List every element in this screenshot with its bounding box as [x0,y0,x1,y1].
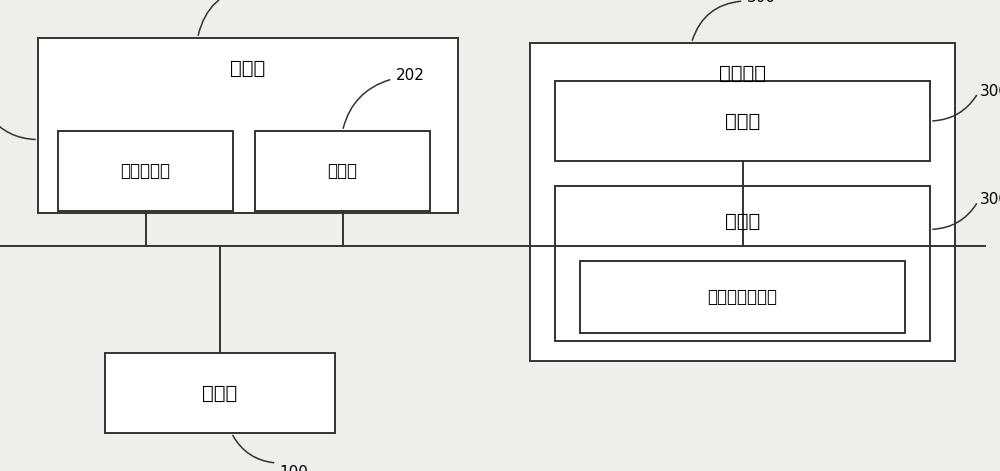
Text: 线控器控制程序: 线控器控制程序 [708,288,778,306]
Bar [255,131,430,211]
Bar [555,186,930,341]
Text: 3001: 3001 [980,83,1000,98]
Text: 控制器: 控制器 [328,162,358,180]
Bar [530,43,955,361]
Bar [38,38,458,213]
Text: 室内机: 室内机 [202,383,238,403]
Bar [105,353,335,433]
Text: 线控器: 线控器 [230,58,266,78]
Bar [580,261,905,333]
Text: 处理器: 处理器 [725,112,760,130]
Text: 存储器: 存储器 [725,211,760,230]
Text: 300: 300 [746,0,776,6]
Text: 控制装置: 控制装置 [719,64,766,82]
Text: 100: 100 [280,465,308,471]
Text: 温度传感器: 温度传感器 [120,162,170,180]
Text: 3002: 3002 [980,192,1000,207]
Text: 202: 202 [396,68,424,83]
Bar [58,131,233,211]
Bar [555,81,930,161]
